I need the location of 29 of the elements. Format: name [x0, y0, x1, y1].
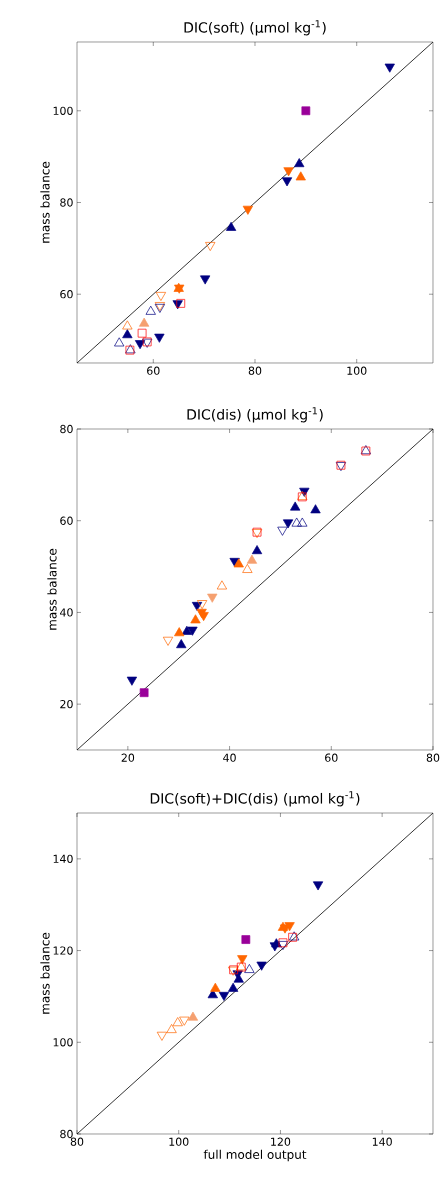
- x-tick-label: 100: [347, 366, 367, 375]
- y-tick-label: 80: [60, 198, 73, 207]
- x-tick-label: 120: [271, 1137, 291, 1146]
- y-tick-label: 40: [60, 608, 73, 617]
- x-tick-label: 80: [70, 1137, 84, 1146]
- y-tick-label: 60: [60, 290, 73, 299]
- y-axis-title: mass balance: [40, 161, 50, 243]
- x-tick-label: 40: [223, 753, 236, 762]
- y-tick-label: 60: [60, 516, 73, 525]
- chart-title: DIC(dis) (μmol kg$^{-1}$): [187, 407, 323, 423]
- y-tick-label: 100: [53, 106, 73, 115]
- x-tick-label: 80: [426, 753, 440, 762]
- x-tick-label: 80: [248, 366, 262, 375]
- chart-title: DIC(soft)+DIC(dis) (μmol kg$^{-1}$): [150, 791, 360, 807]
- x-tick-label: 100: [169, 1137, 189, 1146]
- x-tick-label: 140: [372, 1137, 392, 1146]
- y-tick-label: 80: [60, 424, 73, 434]
- y-tick-label: 120: [53, 946, 73, 955]
- y-tick-label: 80: [60, 1129, 73, 1139]
- y-tick-label: 20: [60, 699, 73, 709]
- x-axis-title: full model output: [203, 1149, 307, 1162]
- y-axis-title: mass balance: [47, 548, 57, 630]
- x-tick-label: 60: [325, 753, 338, 762]
- chart-title: DIC(soft) (μmol kg$^{-1}$): [184, 20, 326, 36]
- y-axis-title: mass balance: [40, 932, 50, 1014]
- x-tick-label: 60: [147, 366, 160, 375]
- y-tick-label: 100: [53, 1038, 73, 1047]
- x-tick-label: 20: [121, 753, 135, 762]
- y-tick-label: 140: [53, 854, 73, 864]
